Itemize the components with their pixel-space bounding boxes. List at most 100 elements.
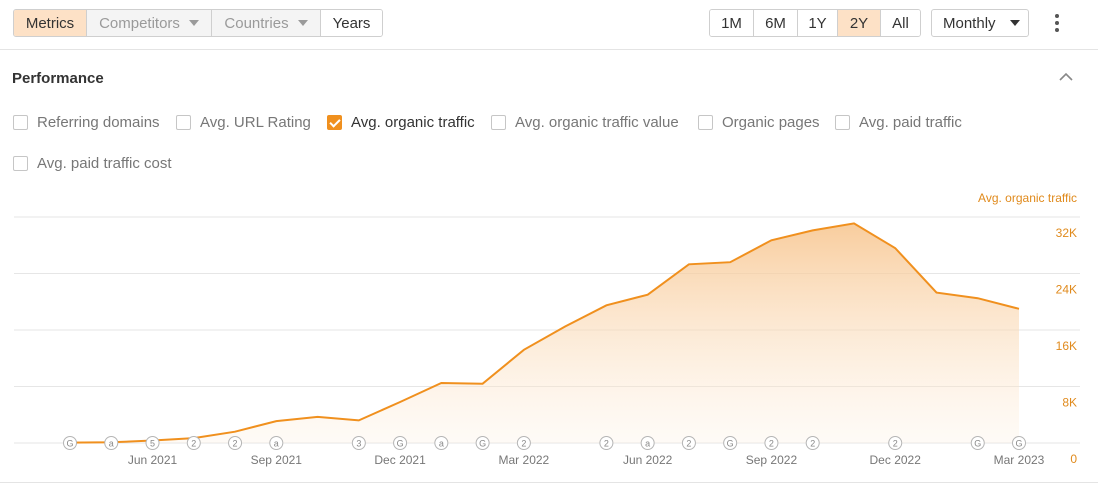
section-title: Performance — [12, 70, 104, 87]
data-point[interactable] — [357, 418, 361, 422]
y-axis-title: Avg. organic traffic — [978, 191, 1077, 205]
annotation-marker[interactable]: 2 — [516, 436, 531, 450]
metric-label: Avg. organic traffic — [351, 114, 475, 131]
checkbox[interactable] — [491, 115, 506, 130]
annotation-marker[interactable]: 3 — [351, 436, 366, 450]
metric-label: Avg. paid traffic — [859, 114, 962, 131]
tab-countries[interactable]: Countries — [212, 10, 321, 36]
metric-label: Organic pages — [722, 114, 820, 131]
chevron-down-icon — [1009, 20, 1020, 26]
annotation-label: 2 — [810, 439, 815, 449]
range-1y-button[interactable]: 1Y — [798, 10, 838, 36]
x-tick-label: Jun 2021 — [128, 453, 178, 467]
data-point[interactable] — [522, 348, 526, 352]
range-1m-button[interactable]: 1M — [710, 10, 754, 36]
traffic-area — [70, 223, 1019, 443]
x-tick-label: Sep 2021 — [251, 453, 303, 467]
annotation-marker[interactable]: 2 — [681, 436, 696, 450]
metric-label: Avg. organic traffic value — [515, 114, 679, 131]
annotation-marker[interactable]: a — [640, 436, 655, 450]
data-point[interactable] — [769, 238, 773, 242]
data-point[interactable] — [233, 430, 237, 434]
annotation-label: a — [109, 439, 114, 449]
annotation-label: G — [66, 439, 73, 449]
annotation-marker[interactable]: 2 — [888, 436, 903, 450]
annotation-label: a — [274, 439, 279, 449]
annotation-label: G — [479, 439, 486, 449]
annotation-marker[interactable]: 2 — [764, 436, 779, 450]
data-point[interactable] — [811, 228, 815, 232]
interval-dropdown[interactable]: Monthly — [931, 9, 1029, 37]
annotation-label: 2 — [686, 439, 691, 449]
annotation-marker[interactable]: G — [970, 436, 985, 450]
checkbox-checked[interactable] — [327, 115, 342, 130]
annotation-label: 2 — [191, 439, 196, 449]
chevron-up-icon[interactable] — [1059, 72, 1073, 82]
annotation-marker[interactable]: a — [434, 436, 449, 450]
data-point[interactable] — [934, 291, 938, 295]
metric-avg-organic-traffic[interactable]: Avg. organic traffic — [327, 114, 475, 131]
data-point[interactable] — [646, 293, 650, 297]
data-point[interactable] — [1017, 307, 1021, 311]
more-options-icon[interactable] — [1050, 12, 1064, 34]
data-point[interactable] — [687, 262, 691, 266]
range-6m-button[interactable]: 6M — [754, 10, 798, 36]
metric-organic-pages[interactable]: Organic pages — [698, 114, 820, 131]
x-tick-label: Jun 2022 — [623, 453, 673, 467]
metric-referring-domains[interactable]: Referring domains — [13, 114, 160, 131]
tab-metrics[interactable]: Metrics — [14, 10, 87, 36]
x-tick-label: Mar 2022 — [499, 453, 550, 467]
annotation-label: G — [974, 439, 981, 449]
metric-avg-paid-traffic-cost[interactable]: Avg. paid traffic cost — [13, 155, 172, 172]
x-tick-label: Dec 2021 — [374, 453, 426, 467]
tab-years[interactable]: Years — [321, 10, 382, 36]
data-point[interactable] — [563, 324, 567, 328]
annotation-marker[interactable]: 5 — [145, 436, 160, 450]
tab-competitors[interactable]: Competitors — [87, 10, 212, 36]
annotation-label: a — [645, 439, 650, 449]
annotation-marker[interactable]: 2 — [805, 436, 820, 450]
data-point[interactable] — [274, 419, 278, 423]
data-point[interactable] — [976, 296, 980, 300]
data-point[interactable] — [439, 381, 443, 385]
data-point[interactable] — [398, 400, 402, 404]
data-point[interactable] — [604, 303, 608, 307]
chevron-down-icon — [188, 20, 199, 26]
annotation-marker[interactable]: 2 — [228, 436, 243, 450]
tab-competitors-label: Competitors — [99, 14, 180, 32]
x-tick-label: Mar 2023 — [994, 453, 1045, 467]
metric-avg-organic-traffic-value[interactable]: Avg. organic traffic value — [491, 114, 679, 131]
annotation-marker[interactable]: G — [393, 436, 408, 450]
data-point[interactable] — [481, 382, 485, 386]
chevron-down-icon — [297, 20, 308, 26]
y-tick-label: 24K — [1056, 283, 1077, 297]
range-2y-button[interactable]: 2Y — [838, 10, 881, 36]
range-all-button[interactable]: All — [881, 10, 920, 36]
annotation-marker[interactable]: G — [1012, 436, 1026, 450]
annotation-marker[interactable]: G — [475, 436, 490, 450]
metric-label: Referring domains — [37, 114, 160, 131]
data-point[interactable] — [728, 260, 732, 264]
divider — [0, 482, 1098, 483]
checkbox[interactable] — [13, 156, 28, 171]
metric-avg-paid-traffic[interactable]: Avg. paid traffic — [835, 114, 962, 131]
metric-avg-url-rating[interactable]: Avg. URL Rating — [176, 114, 311, 131]
data-point[interactable] — [893, 246, 897, 250]
annotation-marker[interactable]: 2 — [186, 436, 201, 450]
y-tick-label: 16K — [1056, 339, 1077, 353]
checkbox[interactable] — [698, 115, 713, 130]
annotation-marker[interactable]: a — [104, 436, 119, 450]
annotation-marker[interactable]: G — [63, 436, 77, 450]
checkbox[interactable] — [13, 115, 28, 130]
annotation-label: 2 — [233, 439, 238, 449]
annotation-marker[interactable]: a — [269, 436, 284, 450]
annotation-marker[interactable]: G — [723, 436, 738, 450]
toolbar: Metrics Competitors Countries Years 1M 6… — [0, 0, 1098, 50]
data-point[interactable] — [316, 415, 320, 419]
annotation-label: G — [397, 439, 404, 449]
checkbox[interactable] — [176, 115, 191, 130]
annotation-marker[interactable]: 2 — [599, 436, 614, 450]
annotation-label: 5 — [150, 439, 155, 449]
checkbox[interactable] — [835, 115, 850, 130]
data-point[interactable] — [852, 221, 856, 225]
